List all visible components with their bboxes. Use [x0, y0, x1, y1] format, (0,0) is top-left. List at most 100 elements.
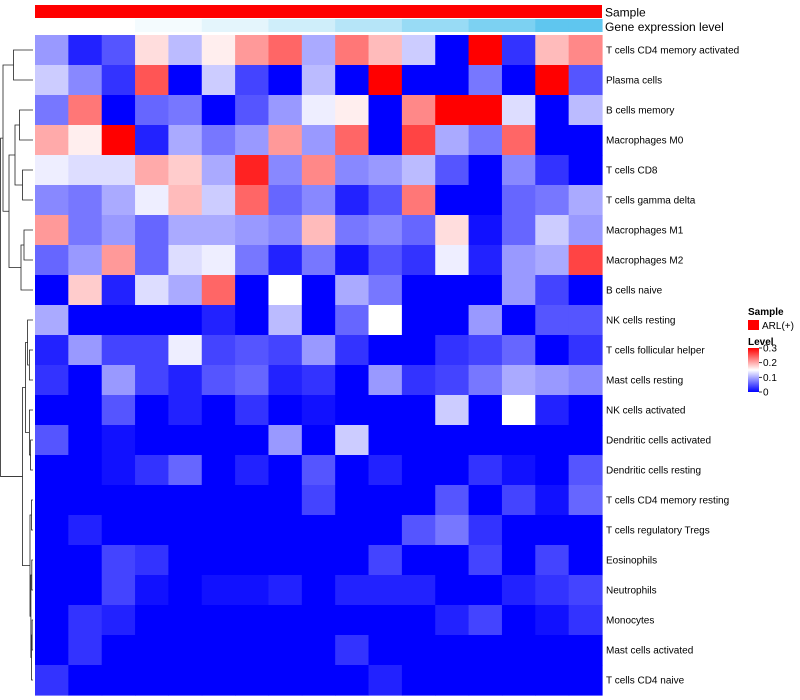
heatmap-cell	[435, 125, 470, 156]
heatmap-cell	[335, 155, 370, 186]
heatmap-cell	[535, 515, 570, 546]
heatmap-cell	[168, 245, 203, 276]
heatmap-cell	[35, 125, 69, 156]
heatmap-cell	[101, 245, 136, 276]
heatmap-cell	[268, 575, 303, 606]
heatmap-cell	[468, 305, 503, 336]
legend-sample-swatch	[748, 320, 759, 330]
heatmap-cell	[268, 395, 303, 426]
heatmap-cell	[235, 95, 270, 126]
heatmap-cell	[501, 35, 536, 66]
heatmap-cell	[468, 605, 503, 636]
heatmap-cell	[401, 665, 436, 696]
heatmap-cell	[168, 515, 203, 546]
heatmap-cell	[535, 395, 570, 426]
heatmap-cell	[468, 35, 503, 66]
heatmap-cell	[501, 635, 536, 666]
gene-expression-annotation-cell	[568, 19, 603, 32]
heatmap-cell	[401, 635, 436, 666]
row-label: T cells CD4 naive	[606, 676, 685, 687]
heatmap-cell	[135, 515, 170, 546]
heatmap-cell	[468, 395, 503, 426]
row-label: Dendritic cells resting	[606, 466, 701, 477]
heatmap-cell	[168, 365, 203, 396]
heatmap-cell	[101, 545, 136, 576]
heatmap-cell	[68, 425, 103, 456]
heatmap-cell	[168, 425, 203, 456]
legend-tick-label: 0.2	[763, 358, 777, 369]
heatmap-cell	[335, 455, 370, 486]
heatmap-cell	[435, 155, 470, 186]
heatmap-cell	[201, 545, 236, 576]
heatmap-cell	[335, 305, 370, 336]
heatmap-cell	[168, 395, 203, 426]
heatmap-cell	[201, 155, 236, 186]
heatmap-cell	[568, 185, 603, 216]
heatmap-cell	[101, 35, 136, 66]
heatmap-cell	[135, 215, 170, 246]
heatmap-cell	[401, 215, 436, 246]
heatmap-cell	[301, 365, 336, 396]
heatmap-cell	[435, 545, 470, 576]
heatmap-cell	[468, 485, 503, 516]
heatmap-cell	[335, 605, 370, 636]
heatmap-cell	[368, 605, 403, 636]
heatmap-cell	[401, 245, 436, 276]
gene-expression-annotation-cell	[468, 19, 503, 32]
heatmap-cell	[368, 275, 403, 306]
dendrogram-branch	[31, 559, 33, 591]
heatmap-cell	[401, 35, 436, 66]
heatmap-cell	[301, 215, 336, 246]
heatmap-cell	[501, 95, 536, 126]
heatmap-cell	[568, 485, 603, 516]
heatmap-cell	[501, 575, 536, 606]
heatmap-cell	[335, 185, 370, 216]
heatmap-cell	[568, 245, 603, 276]
heatmap-cell	[535, 365, 570, 396]
row-label: Dendritic cells activated	[606, 436, 711, 447]
heatmap-cell	[301, 425, 336, 456]
gene-expression-annotation-track	[35, 19, 603, 32]
row-label: T cells follicular helper	[606, 346, 705, 357]
heatmap-cell	[268, 65, 303, 96]
heatmap-cell	[435, 365, 470, 396]
heatmap-cell	[368, 215, 403, 246]
heatmap-cell	[401, 605, 436, 636]
legend-sample-entry: ARL(+)	[762, 321, 794, 332]
heatmap-cell	[435, 605, 470, 636]
heatmap-cell	[535, 125, 570, 156]
heatmap-cell	[468, 245, 503, 276]
heatmap-cell	[68, 305, 103, 336]
heatmap-cell	[568, 65, 603, 96]
heatmap-cell	[535, 95, 570, 126]
heatmap-cell	[35, 35, 69, 66]
heatmap-cell	[201, 455, 236, 486]
heatmap-cell	[401, 305, 436, 336]
heatmap-cell	[368, 395, 403, 426]
heatmap-cell	[568, 365, 603, 396]
dendrogram-branch	[31, 499, 33, 531]
heatmap-cell	[568, 305, 603, 336]
heatmap-cell	[368, 305, 403, 336]
heatmap-cell	[568, 395, 603, 426]
heatmap-cell	[435, 455, 470, 486]
heatmap-cell	[201, 575, 236, 606]
heatmap-cell	[468, 515, 503, 546]
heatmap-cell	[335, 365, 370, 396]
heatmap-cell	[468, 665, 503, 696]
sample-annotation-bar	[35, 5, 602, 18]
heatmap-cell	[368, 65, 403, 96]
heatmap-cell	[168, 545, 203, 576]
heatmap-cell	[368, 455, 403, 486]
row-label: Macrophages M2	[606, 256, 684, 267]
dendrogram-branch	[31, 619, 33, 651]
heatmap-cell	[101, 575, 136, 606]
heatmap-cell	[435, 395, 470, 426]
heatmap-cell	[368, 35, 403, 66]
heatmap-cell	[68, 125, 103, 156]
heatmap-cell	[401, 155, 436, 186]
heatmap-cell	[201, 275, 236, 306]
row-label: B cells naive	[606, 286, 663, 297]
row-label: Plasma cells	[606, 76, 662, 87]
heatmap-cell	[68, 665, 103, 696]
